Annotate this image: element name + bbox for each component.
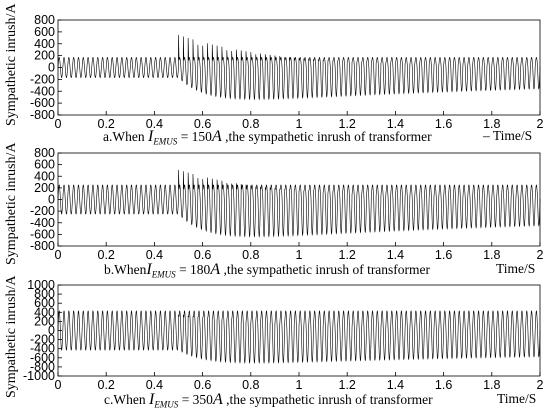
chart-caption: b.WhenIEMUS = 180A ,the sympathetic inru… [104, 261, 430, 280]
x-tick-label: 0.6 [194, 117, 211, 131]
x-tick-label: 1.4 [387, 117, 404, 131]
x-tick-label: 0 [55, 378, 62, 392]
x-tick-label: 0.8 [242, 117, 259, 131]
x-axis-label: Time/S [497, 391, 537, 406]
x-tick-label: 0.2 [98, 378, 115, 392]
x-tick-label: 1.6 [435, 378, 452, 392]
x-tick-label: 1 [296, 117, 303, 131]
caption-prefix: c.When [104, 392, 149, 407]
y-tick-label: 200 [34, 314, 55, 328]
x-tick-label: 2 [537, 378, 544, 392]
x-tick-label: 0 [55, 117, 62, 131]
chart-panel-b: Sympathetic inrush/A 800 600 400 200 0 -200 -4… [0, 143, 550, 281]
x-tick-label: 0.4 [146, 248, 163, 262]
x-axis-label: – Time/S [483, 128, 533, 143]
y-tick-label: -200 [30, 72, 55, 86]
x-tick-label: 1 [296, 378, 303, 392]
x-tick-label: 1.4 [387, 378, 404, 392]
caption-variable: I [146, 261, 152, 278]
y-tick-label: -1000 [23, 369, 55, 383]
x-tick-label: 1.2 [339, 117, 356, 131]
caption-value: = 180 [175, 262, 211, 277]
y-tick-label: 600 [34, 158, 55, 172]
x-tick-label: 2 [537, 248, 544, 262]
chart-caption: a.When IEMUS = 150A ,the sympathetic inr… [103, 128, 432, 147]
y-tick-label: 0 [48, 324, 55, 338]
caption-unit: A [212, 391, 223, 408]
y-tick-label: -200 [30, 333, 55, 347]
x-tick-label: 0.4 [146, 117, 163, 131]
x-tick-label: 1.8 [483, 248, 500, 262]
caption-unit: A [210, 261, 221, 278]
y-tick-label: 800 [34, 146, 55, 160]
y-tick-label: -600 [30, 227, 55, 241]
x-tick-label: 1.8 [483, 117, 500, 131]
x-tick-label: 1.2 [339, 378, 356, 392]
x-tick-label: 0.8 [242, 378, 259, 392]
x-tick-label: 0.6 [194, 248, 211, 262]
y-tick-label: -400 [30, 84, 55, 98]
y-tick-label: -800 [30, 108, 55, 122]
chart-panel-a: Sympathetic inrush/A 800 600 400 200 0 -200 -4… [0, 0, 550, 147]
x-tick-label: 1.2 [339, 248, 356, 262]
x-tick-label: 2 [537, 117, 544, 131]
y-tick-label: -400 [30, 342, 55, 356]
y-tick-label: 600 [34, 296, 55, 310]
caption-subscript: EMUS [153, 136, 178, 147]
y-tick-label: 0 [48, 61, 55, 75]
y-tick-label: 1000 [27, 278, 55, 292]
y-tick-label: -400 [30, 216, 55, 230]
y-tick-label: 800 [34, 287, 55, 301]
inrush-waveform [57, 34, 541, 101]
caption-variable: I [147, 128, 154, 145]
y-tick-label: 400 [34, 37, 55, 51]
y-tick-label: 200 [34, 181, 55, 195]
x-tick-label: 1 [296, 248, 303, 262]
inrush-waveform [57, 169, 541, 238]
y-tick-label: 600 [34, 25, 55, 39]
caption-suffix: ,the sympathetic inrush of transformer [220, 262, 431, 277]
x-tick-label: 0 [55, 248, 62, 262]
chart-panel-c: Sympathetic inrush/A 1000 800 600 400 200 0 -2… [0, 276, 550, 414]
caption-prefix: a.When [103, 129, 148, 144]
x-tick-label: 0.4 [146, 378, 163, 392]
x-tick-label: 1.6 [435, 117, 452, 131]
caption-prefix: b.When [104, 262, 147, 277]
caption-suffix: ,the sympathetic inrush of transformer [221, 129, 432, 144]
caption-value: = 350 [178, 392, 213, 407]
y-tick-label: -800 [30, 239, 55, 253]
y-tick-label: -800 [30, 360, 55, 374]
x-tick-label: 1.6 [435, 248, 452, 262]
y-tick-label: -600 [30, 351, 55, 365]
y-tick-label: 400 [34, 169, 55, 183]
caption-variable: I [148, 391, 155, 408]
x-tick-label: 1.4 [387, 248, 404, 262]
y-tick-label: 800 [34, 13, 55, 27]
y-tick-label: 400 [34, 305, 55, 319]
y-tick-label: 200 [34, 49, 55, 63]
y-tick-label: -200 [30, 204, 55, 218]
caption-subscript: EMUS [151, 269, 176, 280]
x-tick-label: 0.6 [194, 378, 211, 392]
y-tick-label: -600 [30, 96, 55, 110]
chart-caption: c.When IEMUS = 350A ,the sympathetic inr… [104, 391, 433, 410]
x-tick-label: 0.8 [242, 248, 259, 262]
caption-unit: A [211, 128, 222, 145]
x-tick-label: 0.2 [98, 117, 115, 131]
inrush-waveform [57, 310, 541, 364]
x-tick-label: 0.2 [98, 248, 115, 262]
caption-value: = 150 [177, 129, 212, 144]
x-axis-label: Time/S [496, 261, 536, 276]
caption-suffix: ,the sympathetic inrush of transformer [222, 392, 433, 407]
caption-subscript: EMUS [154, 399, 179, 410]
x-tick-label: 1.8 [483, 378, 500, 392]
y-tick-label: 0 [48, 193, 55, 207]
